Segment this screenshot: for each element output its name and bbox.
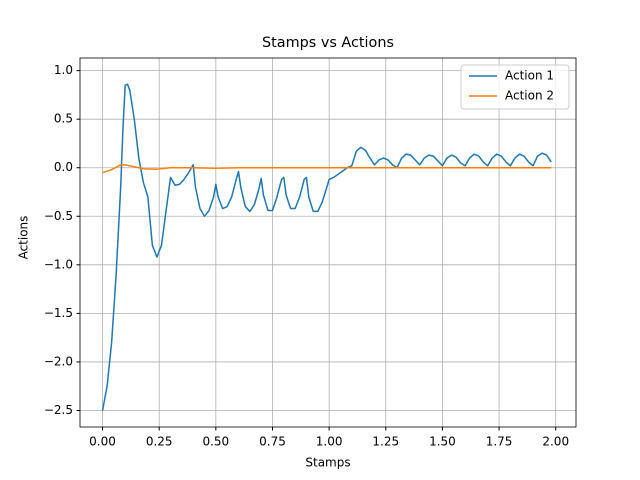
x-tick-label: 1.50 bbox=[429, 435, 456, 449]
x-tick-label: 1.00 bbox=[316, 435, 343, 449]
x-tick-label: 1.25 bbox=[372, 435, 399, 449]
x-tick-label: 2.00 bbox=[542, 435, 569, 449]
y-tick-label: −1.0 bbox=[44, 257, 73, 271]
y-tick-label: −0.5 bbox=[44, 209, 73, 223]
plot-frame bbox=[79, 57, 577, 428]
y-tick-label: −2.0 bbox=[44, 354, 73, 368]
x-tick-label: 1.75 bbox=[486, 435, 513, 449]
y-axis-label: Actions bbox=[17, 216, 31, 260]
y-tick-label: 1.0 bbox=[54, 63, 73, 77]
x-axis-label: Stamps bbox=[305, 456, 350, 470]
data-line bbox=[101, 83, 552, 411]
x-tick-label: 0.25 bbox=[146, 435, 173, 449]
x-tick-label: 0.75 bbox=[259, 435, 286, 449]
y-tick-label: 0.0 bbox=[54, 160, 73, 174]
y-tick-label: −2.5 bbox=[44, 403, 73, 417]
legend-label: Action 1 bbox=[505, 69, 554, 83]
y-tick-label: −1.5 bbox=[44, 306, 73, 320]
y-tick-label: 0.5 bbox=[54, 112, 73, 126]
chart-title: Stamps vs Actions bbox=[262, 35, 394, 51]
legend-label: Action 2 bbox=[505, 89, 554, 103]
x-tick-label: 0.00 bbox=[89, 435, 116, 449]
data-line bbox=[102, 164, 552, 174]
x-tick-label: 0.50 bbox=[202, 435, 229, 449]
